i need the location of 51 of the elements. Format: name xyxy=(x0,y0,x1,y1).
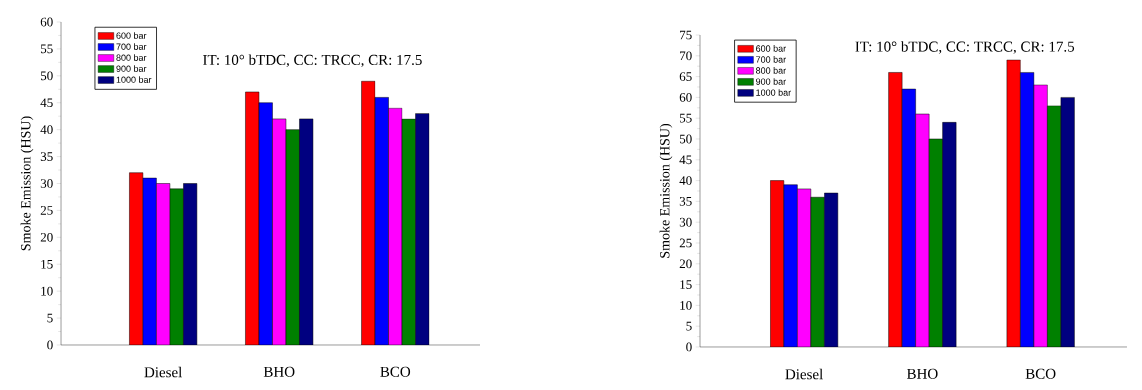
y-tick-label: 30 xyxy=(679,217,692,227)
legend-label: 800 bar xyxy=(116,54,147,61)
y-tick-label: 70 xyxy=(680,51,692,61)
y-tick-label: 5 xyxy=(686,321,692,331)
y-axis-title: Smoke Emission (HSU) xyxy=(20,116,34,251)
x-tick-label: BHO xyxy=(263,366,295,377)
legend-label: 600 bar xyxy=(756,45,786,52)
legend-label: 800 bar xyxy=(756,67,786,74)
y-tick-label: 75 xyxy=(680,30,692,40)
y-tick-label: 40 xyxy=(679,176,692,185)
y-tick-label: 35 xyxy=(40,152,53,161)
y-tick-label: 0 xyxy=(686,342,692,352)
x-tick-label: BCO xyxy=(1025,368,1056,379)
y-tick-label: 65 xyxy=(679,72,692,81)
legend-label: 700 bar xyxy=(116,43,147,50)
y-tick-label: 60 xyxy=(679,93,692,102)
y-tick-label: 10 xyxy=(680,301,692,310)
x-tick-label: Diesel xyxy=(785,368,823,380)
x-tick-label: BHO xyxy=(906,368,938,379)
annotation: IT: 10° bTDC, CC: TRCC, CR: 17.5 xyxy=(855,41,1075,54)
legend-label: 1000 bar xyxy=(116,76,152,83)
y-tick-label: 5 xyxy=(47,313,53,323)
y-tick-label: 45 xyxy=(679,155,692,165)
y-tick-label: 35 xyxy=(679,197,692,206)
y-tick-label: 55 xyxy=(679,113,692,123)
y-tick-label: 0 xyxy=(47,340,53,350)
y-tick-label: 40 xyxy=(40,125,53,135)
y-tick-label: 50 xyxy=(40,71,53,81)
y-tick-label: 20 xyxy=(679,259,692,269)
bar xyxy=(810,197,825,347)
y-tick-label: 25 xyxy=(40,206,53,215)
y-tick-label: 55 xyxy=(40,44,53,54)
y-tick-label: 10 xyxy=(41,286,53,296)
bar xyxy=(783,184,798,347)
y-tick-label: 30 xyxy=(40,179,53,188)
y-tick-label: 50 xyxy=(679,134,692,144)
y-tick-label: 45 xyxy=(40,98,53,108)
y-tick-label: 25 xyxy=(679,238,692,248)
y-tick-label: 20 xyxy=(40,232,53,242)
x-tick-label: BCO xyxy=(380,366,411,377)
y-tick-label: 60 xyxy=(40,17,53,27)
legend-label: 900 bar xyxy=(756,78,786,85)
y-tick-label: 15 xyxy=(680,280,692,289)
legend-label: 1000 bar xyxy=(756,89,791,96)
legend-label: 600 bar xyxy=(116,32,147,39)
y-axis-title: Smoke Emission (HSU) xyxy=(659,123,673,258)
legend-label: 700 bar xyxy=(756,56,786,63)
y-tick-label: 15 xyxy=(41,259,53,269)
annotation: IT: 10° bTDC, CC: TRCC, CR: 17.5 xyxy=(203,54,422,68)
x-tick-label: Diesel xyxy=(144,366,183,378)
legend-label: 900 bar xyxy=(116,65,147,72)
